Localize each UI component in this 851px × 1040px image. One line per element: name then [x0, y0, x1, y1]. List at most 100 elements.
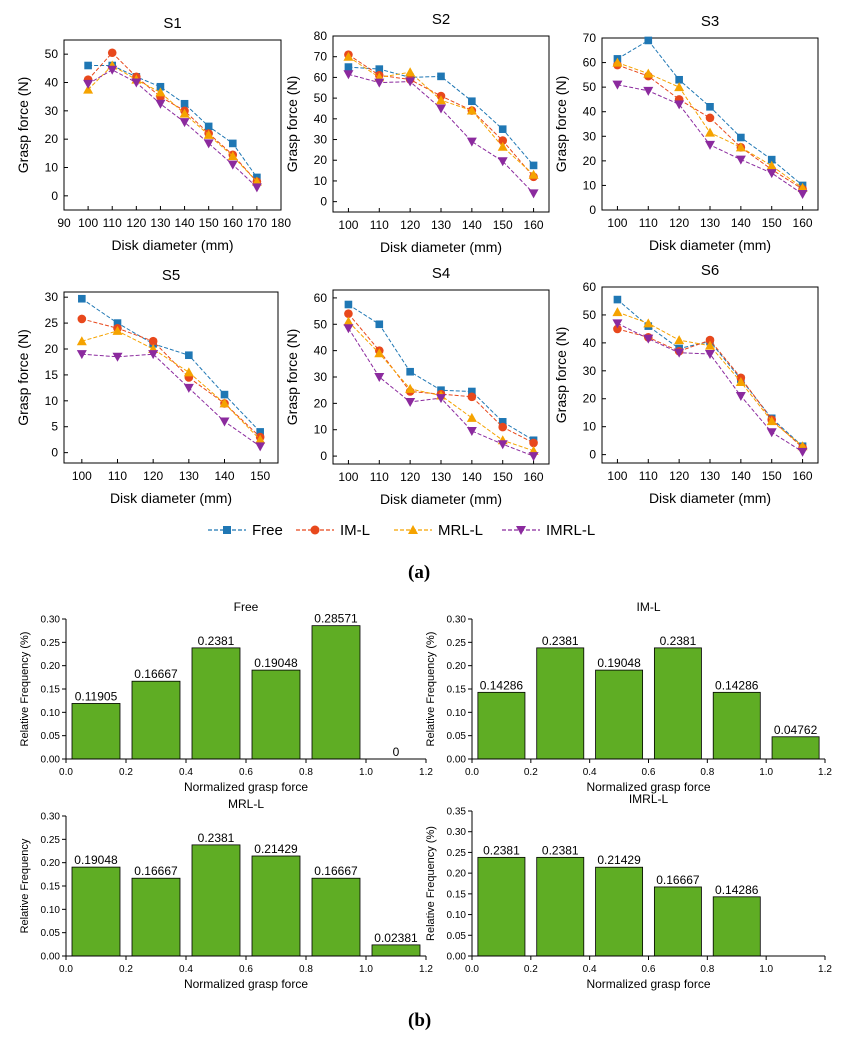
y-tick-label: 50: [583, 80, 597, 94]
bar-value-label: 0.16667: [134, 864, 178, 878]
x-tick-label: 160: [524, 218, 544, 232]
y-tick-label: 80: [314, 29, 328, 43]
y-axis-label: Grasp force (N): [553, 327, 569, 423]
data-point-imrl-l: [227, 160, 238, 170]
data-point-mrl-l: [705, 127, 715, 137]
data-point-free: [468, 97, 476, 106]
data-point-imrl-l: [183, 383, 194, 393]
x-axis-label: Disk diameter (mm): [111, 237, 233, 253]
legend-label-mrl-l: MRL-L: [438, 521, 484, 539]
series-line-imrl-l: [617, 84, 803, 195]
data-point-free: [767, 155, 776, 164]
y-axis-label: Grasp force (N): [15, 329, 31, 425]
y-tick-label: 60: [583, 280, 597, 294]
y-tick-label: 5: [51, 420, 58, 434]
y-tick-label: 20: [583, 392, 597, 406]
x-axis-label: Normalized grasp force: [184, 977, 308, 991]
data-point-mrl-l: [183, 367, 194, 377]
x-tick-label: 110: [639, 469, 658, 483]
histogram-bar: [712, 896, 761, 957]
y-tick-label: 10: [314, 174, 328, 188]
x-tick-label: 1.0: [359, 964, 373, 975]
line-chart-s3: S3 100 110 120 130 140 150 160 0 10 20 30 40 50 60 70 Di…: [553, 13, 819, 253]
data-point-mrl-l: [436, 95, 446, 105]
data-point-imrl-l: [374, 78, 385, 88]
data-point-imrl-l: [643, 334, 654, 344]
x-tick-label: 130: [431, 470, 451, 484]
x-tick-label: 0.6: [239, 767, 253, 778]
data-point-mrl-l: [612, 57, 623, 67]
x-tick-label: 0.4: [179, 964, 193, 975]
data-point-mrl-l: [466, 105, 477, 115]
y-tick-label: 0.00: [41, 755, 61, 766]
x-tick-label: 120: [143, 469, 163, 483]
data-point-free: [180, 99, 189, 108]
x-tick-label: 1.0: [359, 767, 373, 778]
data-point-mrl-l: [83, 84, 94, 94]
data-point-imrl-l: [797, 447, 808, 457]
y-tick-label: 0.00: [41, 952, 61, 963]
data-point-mrl-l: [179, 108, 190, 118]
data-point-free: [220, 390, 229, 399]
y-axis-label: Grasp force (N): [284, 329, 300, 425]
y-tick-label: 10: [314, 423, 328, 437]
histogram-imrl-l: IMRL-L 0.2381 0.2381 0.21429 0.16667 0.14286 0…: [425, 792, 832, 991]
x-tick-label: 120: [669, 216, 689, 230]
y-tick-label: 20: [314, 396, 328, 410]
line-chart-s6: S6 100 110 120 130 140 150 160 0 10 20 30 40 50 60 Disk…: [553, 262, 819, 506]
x-tick-label: 130: [700, 469, 720, 483]
data-point-mrl-l: [343, 316, 354, 326]
bar-value-label: 0.28571: [314, 612, 358, 626]
data-point-imrl-l: [528, 452, 539, 462]
histogram-bar: [371, 944, 421, 957]
y-tick-label: 0.20: [41, 661, 61, 672]
histogram-bar: [653, 886, 702, 957]
plot-frame: [601, 286, 819, 464]
histogram-free: Free 0.11905 0.16667 0.2381 0.19048 0.28571 0 0…: [19, 600, 433, 794]
data-point-imrl-l: [131, 78, 142, 88]
legend-marker-free: [208, 526, 246, 534]
y-tick-label: 60: [314, 70, 328, 84]
chart-title: S2: [432, 11, 450, 28]
data-point-im-l: [107, 48, 117, 58]
x-tick-label: 0.0: [465, 767, 479, 778]
line-chart-s5: S5 100 110 120 130 140 150 0 5 10 15 20 25 30 Disk dia…: [15, 267, 279, 506]
data-point-free: [644, 36, 653, 45]
x-tick-label: 160: [524, 470, 544, 484]
y-tick-label: 60: [583, 56, 597, 70]
bar-value-label: 0.2381: [198, 634, 235, 648]
y-tick-label: 40: [45, 76, 59, 90]
bar-value-label: 0.19048: [597, 656, 641, 670]
y-axis-label: Relative Frequency (%): [425, 632, 437, 747]
y-tick-label: 70: [583, 31, 597, 45]
chart-title: Free: [234, 600, 259, 614]
x-tick-label: 100: [338, 218, 358, 232]
y-tick-label: 0.05: [41, 731, 61, 742]
y-tick-label: 0.10: [41, 905, 61, 916]
x-tick-label: 100: [607, 469, 627, 483]
data-point-im-l: [498, 422, 508, 432]
data-point-free: [498, 418, 507, 426]
data-point-mrl-l: [405, 67, 416, 77]
x-tick-label: 0.2: [119, 767, 133, 778]
x-tick-label: 170: [247, 216, 267, 230]
legend-marker-mrl-l: [394, 525, 432, 534]
data-point-mrl-l: [705, 340, 715, 350]
data-point-im-l: [705, 113, 715, 123]
chart-title: IMRL-L: [629, 792, 669, 806]
chart-title: IM-L: [637, 600, 661, 614]
y-tick-label: 0.05: [447, 731, 467, 742]
y-tick-label: 0.30: [41, 812, 61, 823]
series-line-im-l: [81, 318, 261, 438]
x-tick-label: 130: [179, 469, 199, 483]
series-line-imrl-l: [87, 69, 258, 188]
histogram-mrl-l: MRL-L 0.19048 0.16667 0.2381 0.21429 0.16667 0…: [19, 797, 433, 991]
legend-item-imrl-l: IMRL-L: [502, 518, 595, 542]
x-tick-label: 160: [223, 216, 243, 230]
data-point-imrl-l: [612, 80, 623, 90]
data-point-free: [468, 387, 476, 396]
legend-item-im-l: IM-L: [296, 518, 370, 542]
bar-value-label: 0.19048: [74, 853, 118, 867]
x-tick-label: 100: [338, 470, 358, 484]
data-point-imrl-l: [766, 428, 777, 438]
